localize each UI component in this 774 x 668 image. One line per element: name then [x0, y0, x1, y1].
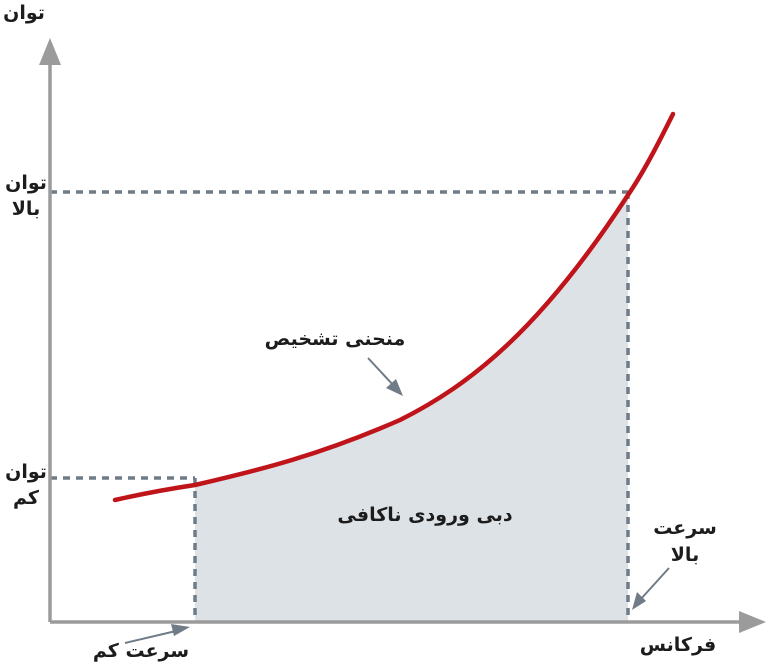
x-axis-label: فرکانس — [639, 634, 717, 656]
insufficient-flow-area — [195, 195, 628, 622]
y-axis-label: توان — [3, 2, 45, 24]
curve-label-arrow-line — [367, 357, 395, 387]
high-speed-arrowhead — [632, 592, 646, 610]
curve-label: منحنی تشخیص — [264, 328, 406, 350]
high-speed-arrow-line — [639, 567, 670, 601]
axes — [39, 38, 766, 633]
insufficient-flow-label: دبی ورودی ناکافی — [337, 504, 513, 526]
low-speed-label: سرعت کم — [92, 640, 190, 662]
pointer-arrows — [124, 357, 670, 644]
curve-label-arrowhead — [386, 379, 403, 396]
low-speed-arrowhead — [171, 624, 190, 636]
detection-curve — [112, 111, 676, 503]
low-power-label: توان کم — [5, 461, 47, 509]
x-axis-arrowhead — [739, 611, 766, 633]
high-power-label: توان بالا — [5, 172, 47, 220]
high-speed-label: سرعت بالا — [653, 517, 717, 566]
low-speed-arrow-line — [124, 630, 177, 644]
y-axis-arrowhead — [39, 38, 61, 65]
